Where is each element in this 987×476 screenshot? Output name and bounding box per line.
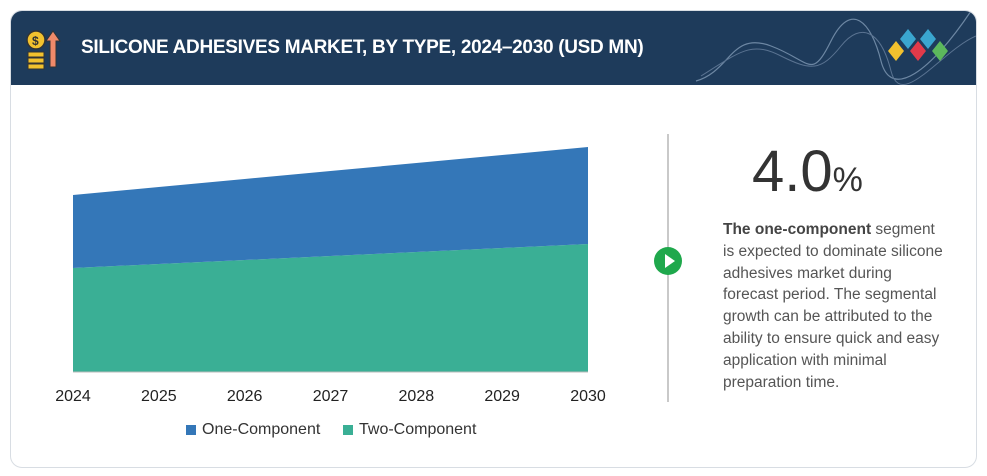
legend-swatch-one	[186, 425, 196, 435]
description-text: segment is expected to dominate silicone…	[723, 221, 943, 391]
cagr-unit: %	[832, 161, 863, 199]
legend-one-component: One-Component	[186, 421, 320, 439]
x-tick-label: 2029	[484, 388, 520, 405]
stacked-area-chart: 2024 2025 2026 2027 2028 2029 2030	[55, 147, 606, 405]
header: $ SILICONE ADHESIVES MARKET, BY TYPE, 20…	[11, 11, 976, 85]
logo-icon	[888, 29, 948, 61]
area-one-component	[73, 147, 588, 268]
x-tick-label: 2025	[141, 388, 177, 405]
description-bold: The one-component	[723, 221, 872, 238]
decorative-waves	[695, 11, 976, 85]
legend-label: Two-Component	[359, 421, 477, 438]
x-tick-label: 2030	[570, 388, 606, 405]
legend-label: One-Component	[202, 421, 321, 438]
svg-text:$: $	[32, 34, 39, 48]
x-tick-label: 2026	[227, 388, 263, 405]
x-tick-label: 2028	[399, 388, 435, 405]
cagr-value: 4.0	[752, 139, 833, 204]
x-tick-label: 2024	[55, 388, 91, 405]
cagr-stat: 4.0%	[752, 138, 863, 205]
description: The one-component segment is expected to…	[723, 219, 943, 393]
x-tick-label: 2027	[313, 388, 349, 405]
legend-swatch-two	[343, 425, 353, 435]
area-two-component	[73, 244, 588, 372]
money-growth-icon: $	[26, 30, 61, 70]
legend-two-component: Two-Component	[343, 421, 476, 439]
play-icon[interactable]	[654, 247, 682, 275]
chart-title: SILICONE ADHESIVES MARKET, BY TYPE, 2024…	[81, 37, 644, 58]
